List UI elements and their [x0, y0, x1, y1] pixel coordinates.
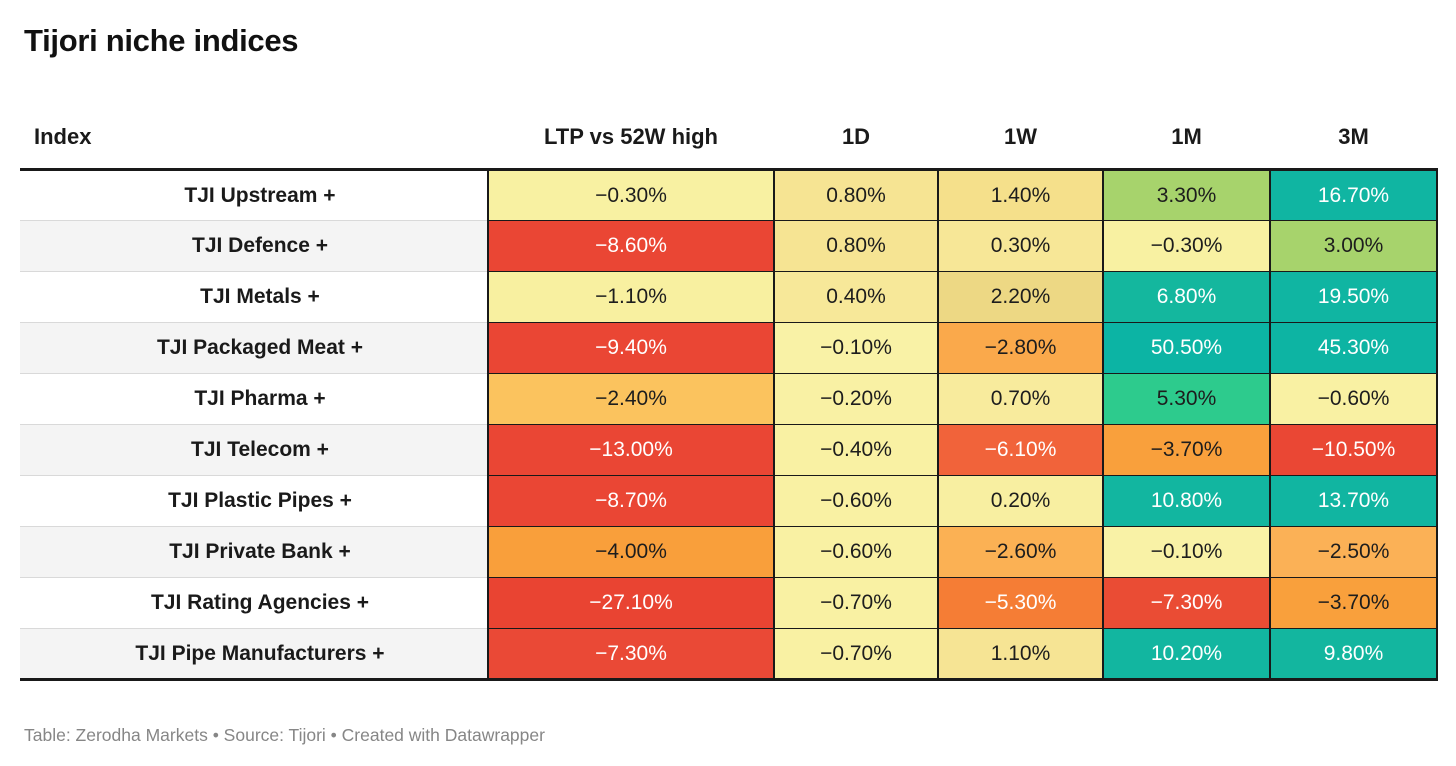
value-cell: −0.70%: [773, 628, 939, 681]
column-header-ltp-vs-52w-high: LTP vs 52W high: [488, 100, 774, 171]
index-cell[interactable]: TJI Rating Agencies +: [20, 577, 488, 629]
table-row: TJI Telecom + −13.00% −0.40% −6.10% −3.70% −1…: [20, 424, 1438, 476]
value-cell: −0.10%: [773, 322, 939, 374]
column-header-1d: 1D: [774, 100, 938, 171]
value-cell: −8.70%: [487, 475, 775, 527]
index-cell[interactable]: TJI Plastic Pipes +: [20, 475, 488, 527]
value-cell: 10.20%: [1102, 628, 1271, 681]
index-cell[interactable]: TJI Metals +: [20, 271, 488, 323]
value-cell: 0.40%: [773, 271, 939, 323]
value-cell: 6.80%: [1102, 271, 1271, 323]
index-cell[interactable]: TJI Pharma +: [20, 373, 488, 425]
value-cell: −0.40%: [773, 424, 939, 476]
value-cell: −3.70%: [1102, 424, 1271, 476]
column-header-index: Index: [20, 100, 488, 171]
table-row: TJI Defence + −8.60% 0.80% 0.30% −0.30% 3.00%: [20, 220, 1438, 272]
table-row: TJI Rating Agencies + −27.10% −0.70% −5.30%…: [20, 577, 1438, 629]
value-cell: −0.10%: [1102, 526, 1271, 578]
value-cell: −13.00%: [487, 424, 775, 476]
value-cell: 0.30%: [937, 220, 1104, 272]
value-cell: 10.80%: [1102, 475, 1271, 527]
column-header-3m: 3M: [1270, 100, 1437, 171]
value-cell: −9.40%: [487, 322, 775, 374]
value-cell: −5.30%: [937, 577, 1104, 629]
value-cell: −2.40%: [487, 373, 775, 425]
value-cell: 3.30%: [1102, 168, 1271, 221]
value-cell: −0.70%: [773, 577, 939, 629]
index-cell[interactable]: TJI Telecom +: [20, 424, 488, 476]
table-header: Index LTP vs 52W high 1D 1W 1M 3M: [20, 100, 1437, 171]
table-row: TJI Upstream + −0.30% 0.80% 1.40% 3.30% 16.70…: [20, 168, 1438, 221]
value-cell: 0.20%: [937, 475, 1104, 527]
value-cell: −7.30%: [1102, 577, 1271, 629]
value-cell: −2.50%: [1269, 526, 1438, 578]
table-row: TJI Private Bank + −4.00% −0.60% −2.60% −0.1…: [20, 526, 1438, 578]
index-cell[interactable]: TJI Private Bank +: [20, 526, 488, 578]
column-header-1m: 1M: [1103, 100, 1270, 171]
index-cell[interactable]: TJI Pipe Manufacturers +: [20, 628, 488, 681]
table-row: TJI Pipe Manufacturers + −7.30% −0.70% 1.10…: [20, 628, 1438, 681]
indices-table: Index LTP vs 52W high 1D 1W 1M 3M TJI Upstrea…: [20, 100, 1438, 681]
value-cell: 1.40%: [937, 168, 1104, 221]
value-cell: −1.10%: [487, 271, 775, 323]
value-cell: −7.30%: [487, 628, 775, 681]
index-cell[interactable]: TJI Defence +: [20, 220, 488, 272]
value-cell: −0.60%: [773, 526, 939, 578]
value-cell: −2.60%: [937, 526, 1104, 578]
value-cell: 0.80%: [773, 220, 939, 272]
header-row: Index LTP vs 52W high 1D 1W 1M 3M: [20, 100, 1437, 171]
index-cell[interactable]: TJI Packaged Meat +: [20, 322, 488, 374]
value-cell: 1.10%: [937, 628, 1104, 681]
value-cell: 2.20%: [937, 271, 1104, 323]
index-cell[interactable]: TJI Upstream +: [184, 183, 336, 207]
table-row: TJI Packaged Meat + −9.40% −0.10% −2.80% 50.…: [20, 322, 1438, 374]
column-header-1w: 1W: [938, 100, 1103, 171]
value-cell: −6.10%: [937, 424, 1104, 476]
table-row: TJI Metals + −1.10% 0.40% 2.20% 6.80% 19.50%: [20, 271, 1438, 323]
value-cell: −27.10%: [487, 577, 775, 629]
value-cell: 50.50%: [1102, 322, 1271, 374]
value-cell: 13.70%: [1269, 475, 1438, 527]
table-row: TJI Plastic Pipes + −8.70% −0.60% 0.20% 10.8…: [20, 475, 1438, 527]
table-body: TJI Upstream + −0.30% 0.80% 1.40% 3.30% 16.70…: [20, 168, 1438, 681]
value-cell: 5.30%: [1102, 373, 1271, 425]
value-cell: −8.60%: [487, 220, 775, 272]
value-cell: 16.70%: [1269, 168, 1438, 221]
value-cell: 9.80%: [1269, 628, 1438, 681]
value-cell: −0.30%: [487, 168, 775, 221]
value-cell: −0.60%: [773, 475, 939, 527]
attribution-footer: Table: Zerodha Markets • Source: Tijori …: [24, 725, 545, 745]
value-cell: 45.30%: [1269, 322, 1438, 374]
value-cell: −2.80%: [937, 322, 1104, 374]
value-cell: 3.00%: [1269, 220, 1438, 272]
value-cell: 0.70%: [937, 373, 1104, 425]
value-cell: −0.30%: [1102, 220, 1271, 272]
value-cell: −10.50%: [1269, 424, 1438, 476]
value-cell: −0.60%: [1269, 373, 1438, 425]
page-title: Tijori niche indices: [24, 23, 299, 58]
value-cell: −4.00%: [487, 526, 775, 578]
value-cell: −3.70%: [1269, 577, 1438, 629]
table-row: TJI Pharma + −2.40% −0.20% 0.70% 5.30% −0.60%: [20, 373, 1438, 425]
value-cell: 0.80%: [773, 168, 939, 221]
value-cell: −0.20%: [773, 373, 939, 425]
value-cell: 19.50%: [1269, 271, 1438, 323]
